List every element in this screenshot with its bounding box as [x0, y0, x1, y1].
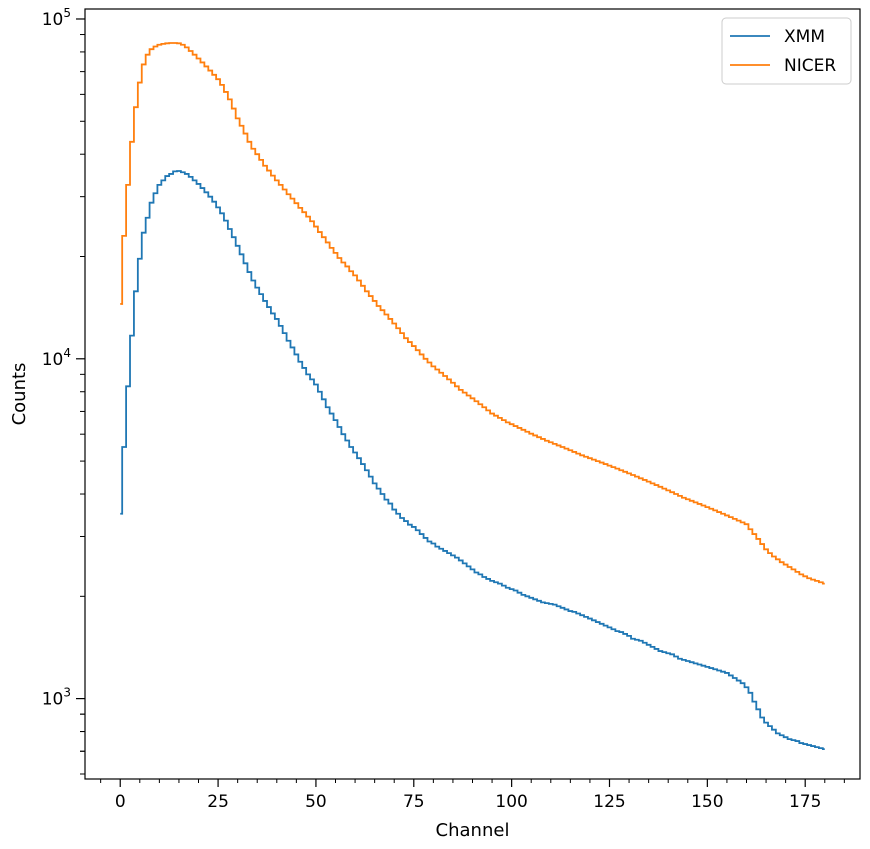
- series-xmm-line: [120, 170, 825, 751]
- legend-label-xmm: XMM: [784, 27, 825, 47]
- legend-box: [721, 17, 852, 85]
- y-tick-label: 103: [42, 686, 71, 710]
- legend-label-nicer: NICER: [784, 56, 836, 76]
- x-tick-label: 75: [403, 792, 425, 812]
- y-tick-label: 105: [42, 6, 71, 30]
- x-axis-label: Channel: [436, 820, 510, 841]
- y-tick-label: 104: [42, 346, 71, 370]
- x-tick-label: 0: [115, 792, 126, 812]
- y-axis: 103 104 105: [42, 6, 85, 775]
- plot-frame: [84, 8, 861, 780]
- x-tick-label: 25: [207, 792, 229, 812]
- series-nicer-line: [120, 42, 825, 585]
- x-tick-label: 50: [305, 792, 327, 812]
- series-layer: [120, 42, 825, 751]
- x-tick-label: 100: [495, 792, 527, 812]
- x-tick-label: 175: [789, 792, 821, 812]
- x-tick-label: 125: [593, 792, 625, 812]
- x-axis: 0 25 50 75 100 125 150 175: [100, 779, 845, 812]
- x-tick-label: 150: [691, 792, 723, 812]
- y-axis-label: Counts: [9, 363, 30, 426]
- legend: XMM NICER: [721, 17, 852, 85]
